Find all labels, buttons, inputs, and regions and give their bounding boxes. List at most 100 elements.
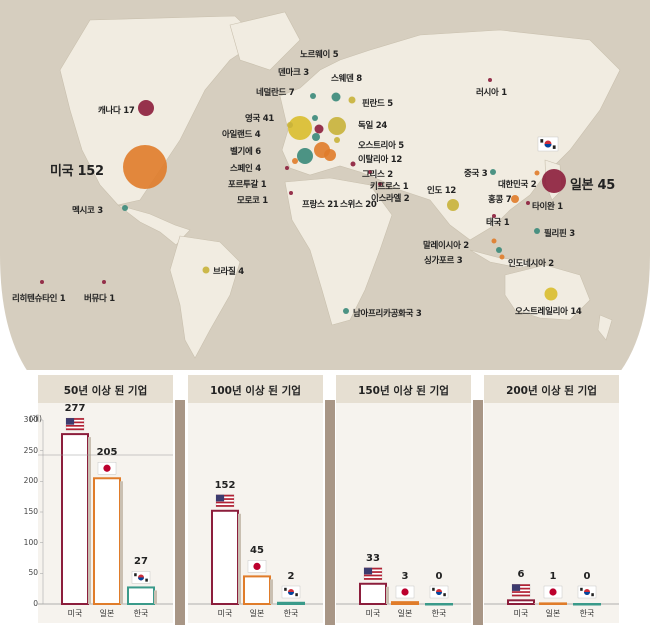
country-label: 이탈리아 12 (358, 153, 402, 165)
panel-separator (175, 400, 185, 625)
country-name: 프랑스 (302, 200, 325, 210)
country-label: 네덜란드 7 (256, 86, 295, 98)
country-name: 홍콩 (488, 195, 504, 205)
bubble-26 (490, 169, 496, 175)
country-label: 버뮤다 1 (84, 292, 115, 304)
country-label: 타이완 1 (532, 200, 563, 212)
country-label: 인도네시아 2 (508, 257, 554, 269)
usa-flag-icon (511, 584, 531, 597)
bubble-4 (40, 280, 44, 284)
category-label: 한국 (133, 609, 149, 618)
country-count: 1 (400, 182, 409, 192)
country-name: 캐나다 (98, 106, 121, 116)
country-name: 버뮤다 (84, 294, 107, 304)
bubble-25 (488, 78, 492, 82)
country-count: 20 (362, 200, 377, 210)
bubble-17 (292, 158, 298, 164)
country-name: 싱가포르 (424, 256, 455, 266)
bubble-33 (534, 228, 540, 234)
bar-일본 (93, 477, 121, 605)
bubble-22 (378, 182, 382, 186)
bar-한국 (573, 603, 601, 606)
country-name: 영국 (245, 114, 261, 124)
y-unit: (개) (29, 414, 42, 423)
bubble-3 (202, 266, 210, 274)
country-count: 3 (94, 206, 103, 216)
category-label: 미국 (217, 609, 233, 618)
bubble-34 (491, 238, 497, 244)
country-label: 남아프리카공화국 3 (353, 307, 422, 319)
country-name: 덴마크 (278, 68, 301, 78)
country-label: 아일랜드 4 (222, 128, 261, 140)
country-name: 이스라엘 (371, 194, 402, 204)
chart-panel (336, 375, 471, 623)
bar-한국 (127, 586, 155, 606)
category-label: 미국 (365, 609, 381, 618)
country-name: 일본 (570, 178, 594, 193)
country-label: 대한민국 2 (498, 178, 537, 190)
bubble-6 (310, 93, 316, 99)
korea-flag-icon (281, 585, 301, 599)
category-label: 미국 (513, 609, 529, 618)
value-label: 205 (96, 447, 118, 459)
bubble-30 (526, 201, 530, 205)
country-label: 스웨덴 8 (331, 72, 362, 84)
country-count: 14 (567, 307, 582, 317)
country-label: 영국 41 (245, 112, 274, 124)
bubble-15 (312, 133, 320, 141)
bubble-29 (511, 195, 519, 203)
country-name: 포르투갈 (228, 180, 259, 190)
country-count: 152 (73, 164, 105, 179)
country-name: 인도네시아 (508, 259, 546, 269)
country-count: 5 (384, 99, 393, 109)
country-count: 12 (442, 186, 457, 196)
bubble-19 (285, 166, 289, 170)
bubble-14 (334, 137, 340, 143)
category-label: 일본 (249, 609, 265, 618)
japan-flag-icon (247, 560, 267, 573)
y-tick-label: 100 (23, 537, 38, 547)
value-label: 45 (250, 545, 264, 557)
country-count: 8 (353, 74, 362, 84)
country-count: 6 (252, 147, 261, 157)
value-label: 0 (435, 571, 443, 582)
korea-flag-icon (577, 585, 597, 599)
korea-flag-icon (131, 571, 151, 584)
panel-separator (473, 400, 483, 625)
country-label: 태국 1 (486, 216, 510, 228)
country-count: 3 (479, 169, 488, 179)
country-label: 키프로스 1 (370, 180, 409, 192)
bubble-13 (287, 122, 293, 128)
value-label: 1 (549, 571, 557, 582)
value-label: 6 (517, 569, 525, 581)
y-tick-label: 150 (23, 507, 38, 516)
bubble-36 (496, 247, 502, 253)
bubble-1 (138, 100, 154, 116)
country-count: 4 (252, 164, 261, 174)
y-tick-label: 250 (23, 445, 38, 455)
country-name: 이탈리아 (358, 155, 389, 165)
usa-flag-icon (363, 567, 383, 580)
country-name: 모로코 (237, 196, 260, 206)
bar-미국 (61, 433, 89, 605)
country-label: 노르웨이 5 (300, 48, 339, 60)
country-name: 태국 (486, 218, 502, 228)
chart-header (188, 375, 323, 403)
country-label: 핀란드 5 (362, 97, 393, 109)
country-label: 리히텐슈타인 1 (12, 292, 66, 304)
value-label: 27 (134, 556, 148, 568)
country-count: 3 (566, 229, 575, 239)
bar-shadow (534, 603, 537, 604)
country-count: 41 (260, 114, 275, 124)
country-label: 필리핀 3 (544, 227, 575, 239)
japan-flag-icon (395, 585, 415, 599)
country-count: 45 (593, 178, 616, 193)
korea-flag-icon (429, 585, 449, 599)
continent-7 (469, 249, 541, 269)
country-count: 2 (384, 170, 393, 180)
continent-9 (597, 314, 613, 341)
y-tick-label: 50 (28, 568, 38, 578)
chart-header (38, 375, 173, 403)
continent-5 (284, 177, 393, 326)
